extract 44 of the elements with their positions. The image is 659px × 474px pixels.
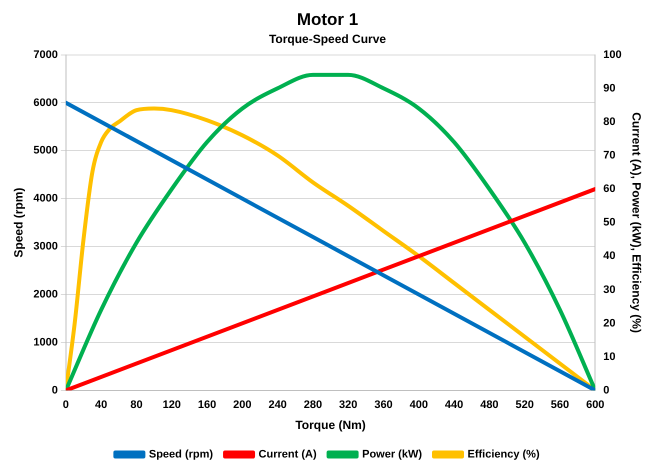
y2-tick-label: 90: [603, 82, 616, 94]
y2-tick-label: 60: [603, 183, 616, 196]
x-tick-label: 160: [198, 399, 216, 412]
x-tick-label: 0: [62, 399, 69, 412]
x-tick-label: 440: [444, 399, 464, 412]
y2-axis-title: Current (A), Power (kW), Efficiency (%): [629, 112, 644, 333]
x-axis-title: Torque (Nm): [295, 418, 366, 432]
y-tick-label: 1000: [33, 336, 58, 348]
legend-label: Speed (rpm): [148, 448, 214, 461]
y-tick-label: 3000: [33, 240, 58, 253]
x-tick-label: 600: [586, 399, 604, 412]
x-tick-label: 320: [339, 399, 358, 412]
x-tick-label: 80: [130, 399, 143, 412]
y2-tick-label: 100: [603, 48, 622, 61]
y-tick-label: 7000: [33, 48, 58, 61]
x-tick-label: 240: [268, 399, 287, 412]
y2-tick-label: 80: [603, 116, 616, 128]
x-tick-label: 400: [410, 399, 428, 412]
y2-tick-label: 70: [603, 150, 616, 162]
chart-subtitle: Torque-Speed Curve: [268, 32, 386, 46]
x-tick-label: 120: [162, 399, 181, 412]
y-tick-label: 0: [52, 384, 58, 396]
y-tick-label: 5000: [33, 144, 58, 157]
x-tick-label: 280: [304, 399, 322, 412]
y2-tick-label: 40: [603, 250, 616, 262]
y2-tick-label: 30: [603, 284, 616, 296]
x-tick-label: 520: [515, 399, 534, 412]
x-tick-label: 480: [480, 399, 499, 412]
x-tick-label: 560: [550, 399, 570, 412]
y-tick-label: 2000: [33, 288, 58, 301]
y2-tick-label: 0: [603, 384, 610, 396]
x-tick-label: 200: [233, 399, 252, 412]
y2-tick-label: 10: [603, 350, 616, 363]
legend-label: Current (A): [258, 448, 317, 461]
y-axis-title: Speed (rpm): [12, 188, 26, 258]
y2-tick-label: 50: [603, 216, 616, 229]
y2-tick-label: 20: [603, 317, 616, 330]
y-tick-label: 6000: [33, 96, 58, 109]
x-tick-label: 40: [95, 399, 108, 412]
x-tick-label: 360: [374, 399, 393, 412]
y-tick-label: 4000: [33, 192, 58, 205]
legend-label: Power (kW): [362, 448, 422, 461]
chart-title: Motor 1: [296, 10, 358, 29]
legend-label: Efficiency (%): [467, 448, 540, 461]
